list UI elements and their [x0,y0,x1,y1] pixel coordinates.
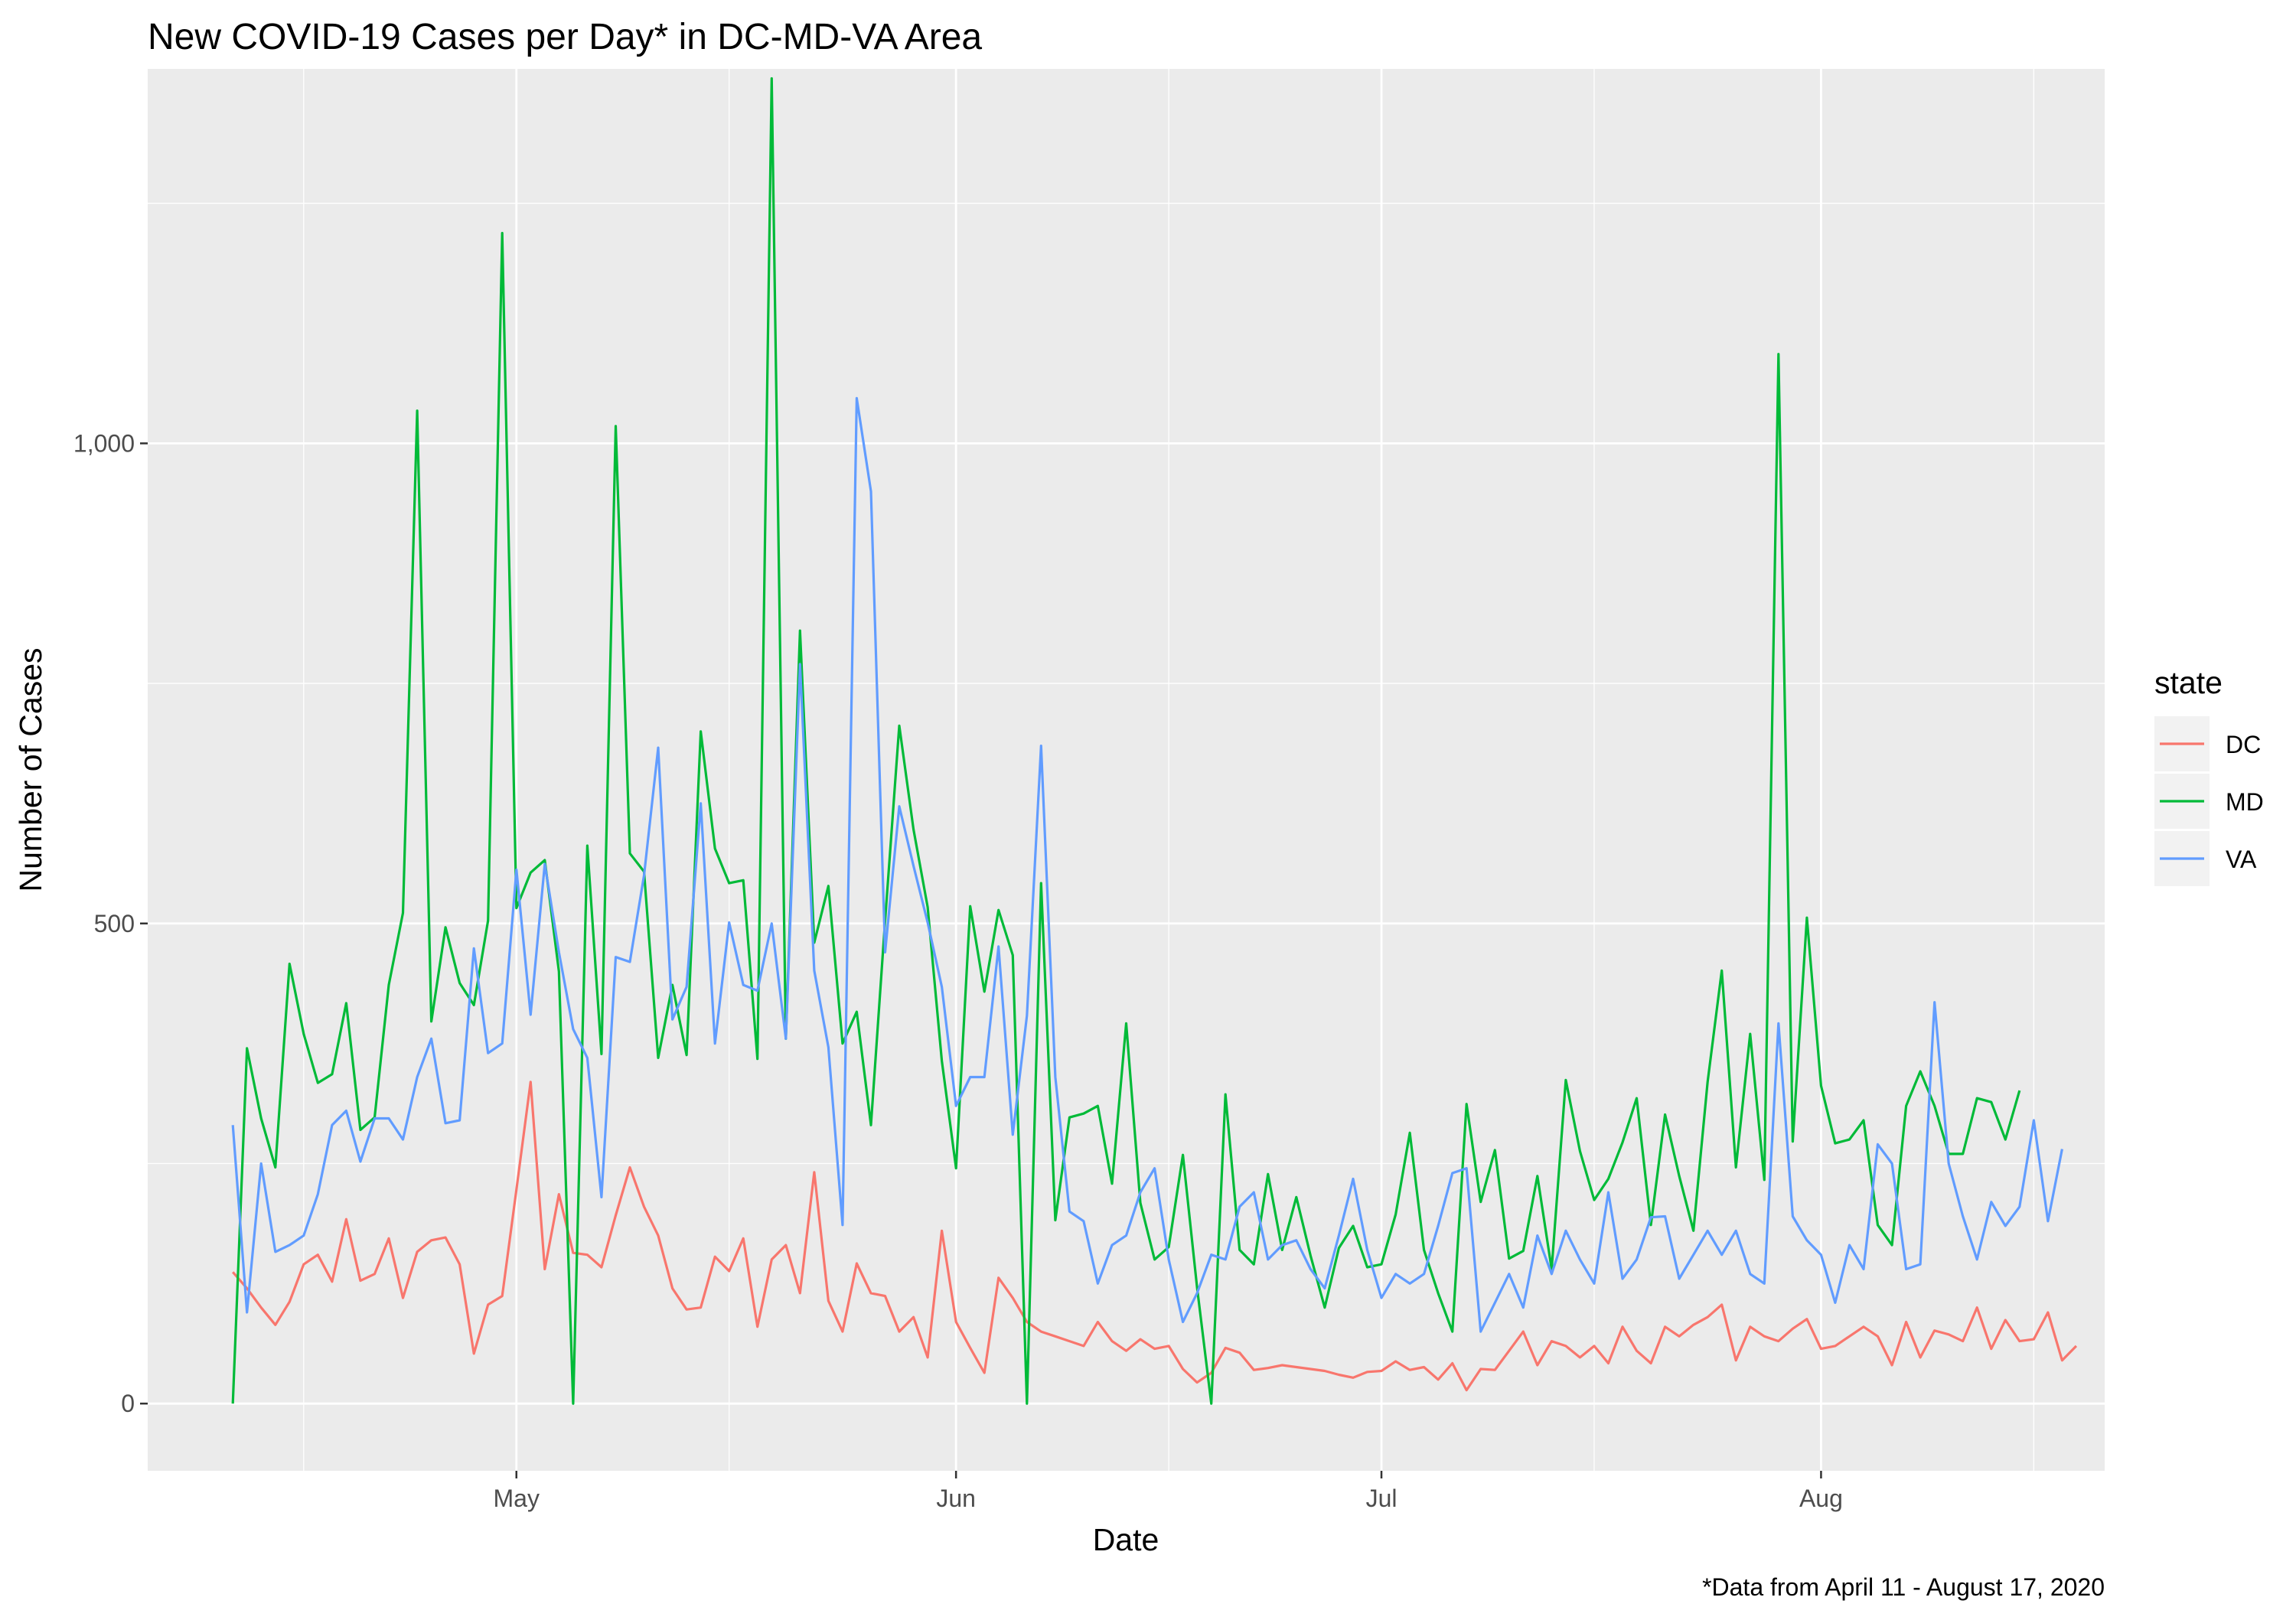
x-tick-label: Aug [1799,1485,1843,1512]
series-line-dc [231,1081,2078,1392]
minor-gridlines [148,69,2105,1471]
x-axis-title: Date [1093,1522,1159,1557]
y-tick-label: 0 [121,1390,135,1417]
legend-title: state [2154,665,2223,700]
x-tick-label: Jul [1366,1485,1397,1512]
legend-label-md: MD [2226,788,2264,816]
x-tick-label: Jun [936,1485,976,1512]
y-axis-title: Number of Cases [13,647,48,892]
x-axis: May Jun Jul Aug [494,1471,1843,1512]
major-gridlines [148,69,2105,1471]
plot-panel [148,69,2105,1471]
y-tick-label: 500 [94,910,135,937]
series-lines [231,77,2078,1405]
series-line-md [231,77,2021,1405]
legend-label-dc: DC [2226,731,2261,758]
series-line-va [231,396,2063,1333]
x-tick-label: May [494,1485,540,1512]
y-tick-label: 1,000 [73,429,135,457]
legend: state DC MD VA [2154,665,2264,886]
chart-caption: *Data from April 11 - August 17, 2020 [1702,1573,2105,1601]
legend-label-va: VA [2226,846,2257,873]
chart-title: New COVID-19 Cases per Day* in DC-MD-VA … [148,17,982,57]
y-axis: 0 500 1,000 [73,429,148,1417]
